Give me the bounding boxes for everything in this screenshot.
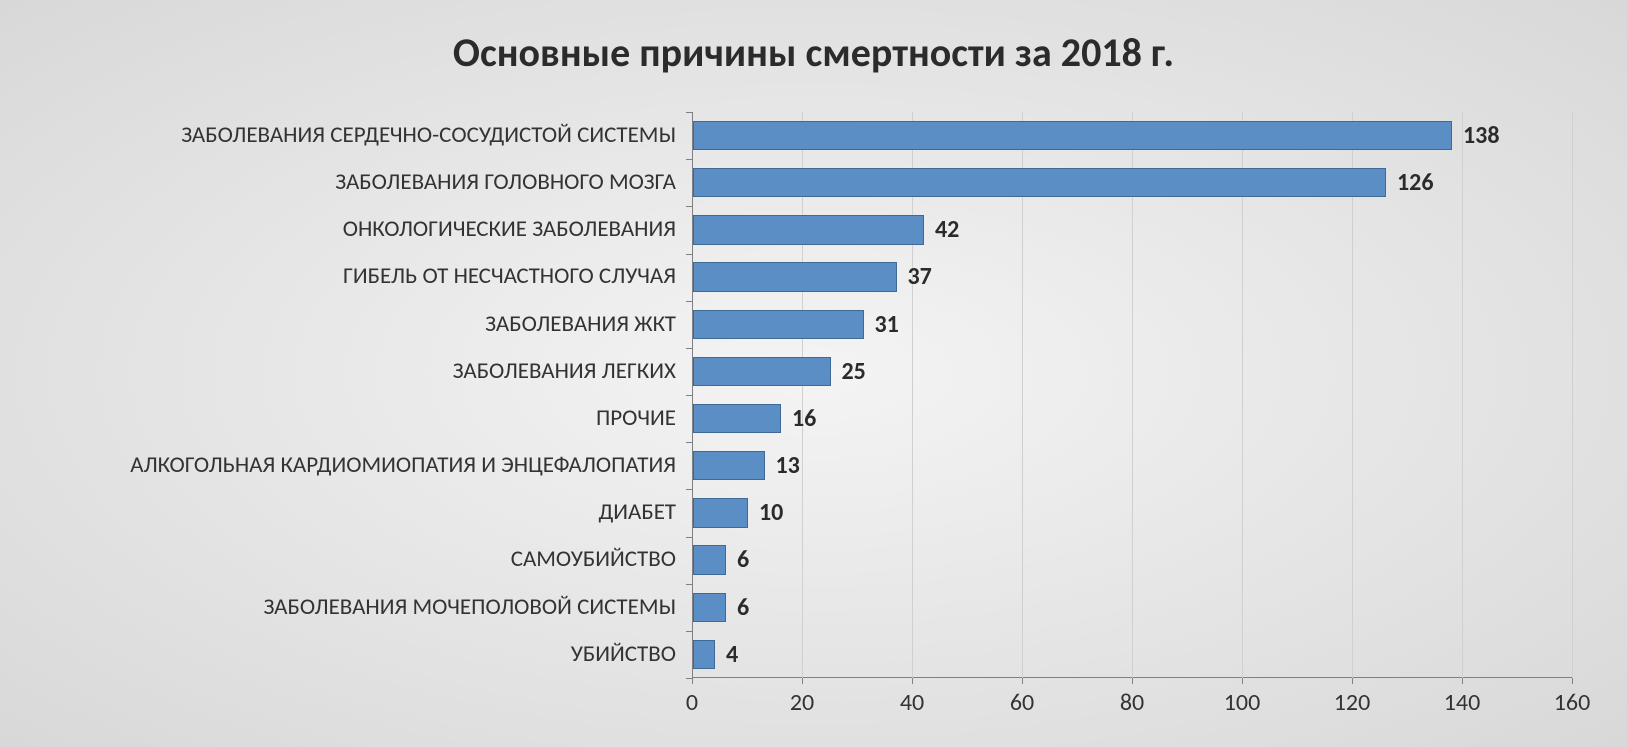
x-tick-label: 40 [900,678,924,717]
y-tick-mark [686,254,692,255]
chart-plot-area: 020406080100120140160ЗАБОЛЕВАНИЯ СЕРДЕЧН… [692,112,1572,678]
value-label: 16 [780,404,816,433]
x-tick-label: 160 [1554,678,1591,717]
gridline [1462,112,1463,678]
x-tick-label: 140 [1444,678,1481,717]
y-tick-mark [686,348,692,349]
bar [693,640,715,669]
category-label: ГИБЕЛЬ ОТ НЕСЧАСТНОГО СЛУЧАЯ [343,262,692,291]
y-tick-mark [686,112,692,113]
bar [693,310,864,339]
value-label: 126 [1385,168,1434,197]
y-tick-mark [686,442,692,443]
y-tick-mark [686,678,692,679]
bar [693,451,765,480]
bar [693,357,831,386]
y-tick-mark [686,395,692,396]
category-label: ДИАБЕТ [598,498,692,527]
y-tick-mark [686,159,692,160]
y-tick-mark [686,489,692,490]
bar [693,121,1452,150]
value-label: 10 [747,498,783,527]
category-label: ЗАБОЛЕВАНИЯ СЕРДЕЧНО-СОСУДИСТОЙ СИСТЕМЫ [181,121,692,150]
value-label: 31 [863,310,899,339]
y-tick-mark [686,206,692,207]
value-label: 6 [725,545,749,574]
bar [693,262,897,291]
value-label: 25 [830,357,866,386]
bar [693,593,726,622]
value-label: 42 [923,215,959,244]
bar [693,168,1386,197]
y-tick-mark [686,301,692,302]
x-tick-label: 20 [790,678,814,717]
x-tick-label: 80 [1120,678,1144,717]
category-label: АЛКОГОЛЬНАЯ КАРДИОМИОПАТИЯ И ЭНЦЕФАЛОПАТ… [130,451,692,480]
y-tick-mark [686,584,692,585]
value-label: 138 [1451,121,1500,150]
category-label: ЗАБОЛЕВАНИЯ МОЧЕПОЛОВОЙ СИСТЕМЫ [263,593,692,622]
category-label: ЗАБОЛЕВАНИЯ ЖКТ [485,310,692,339]
x-tick-label: 60 [1010,678,1034,717]
bar [693,215,924,244]
gridline [1572,112,1573,678]
category-label: ОНКОЛОГИЧЕСКИЕ ЗАБОЛЕВАНИЯ [343,215,692,244]
chart-title: Основные причины смертности за 2018 г. [0,28,1627,77]
bar [693,498,748,527]
category-label: ПРОЧИЕ [596,404,692,433]
category-label: ЗАБОЛЕВАНИЯ ГОЛОВНОГО МОЗГА [335,168,692,197]
y-tick-mark [686,631,692,632]
y-tick-mark [686,537,692,538]
value-label: 13 [764,451,800,480]
category-label: УБИЙСТВО [571,640,692,669]
category-label: ЗАБОЛЕВАНИЯ ЛЕГКИХ [453,357,692,386]
category-label: САМОУБИЙСТВО [511,545,692,574]
x-tick-label: 120 [1334,678,1371,717]
x-tick-label: 100 [1224,678,1261,717]
value-label: 4 [714,640,738,669]
value-label: 37 [896,262,932,291]
value-label: 6 [725,593,749,622]
bar [693,404,781,433]
x-tick-label: 0 [686,678,698,717]
bar [693,545,726,574]
